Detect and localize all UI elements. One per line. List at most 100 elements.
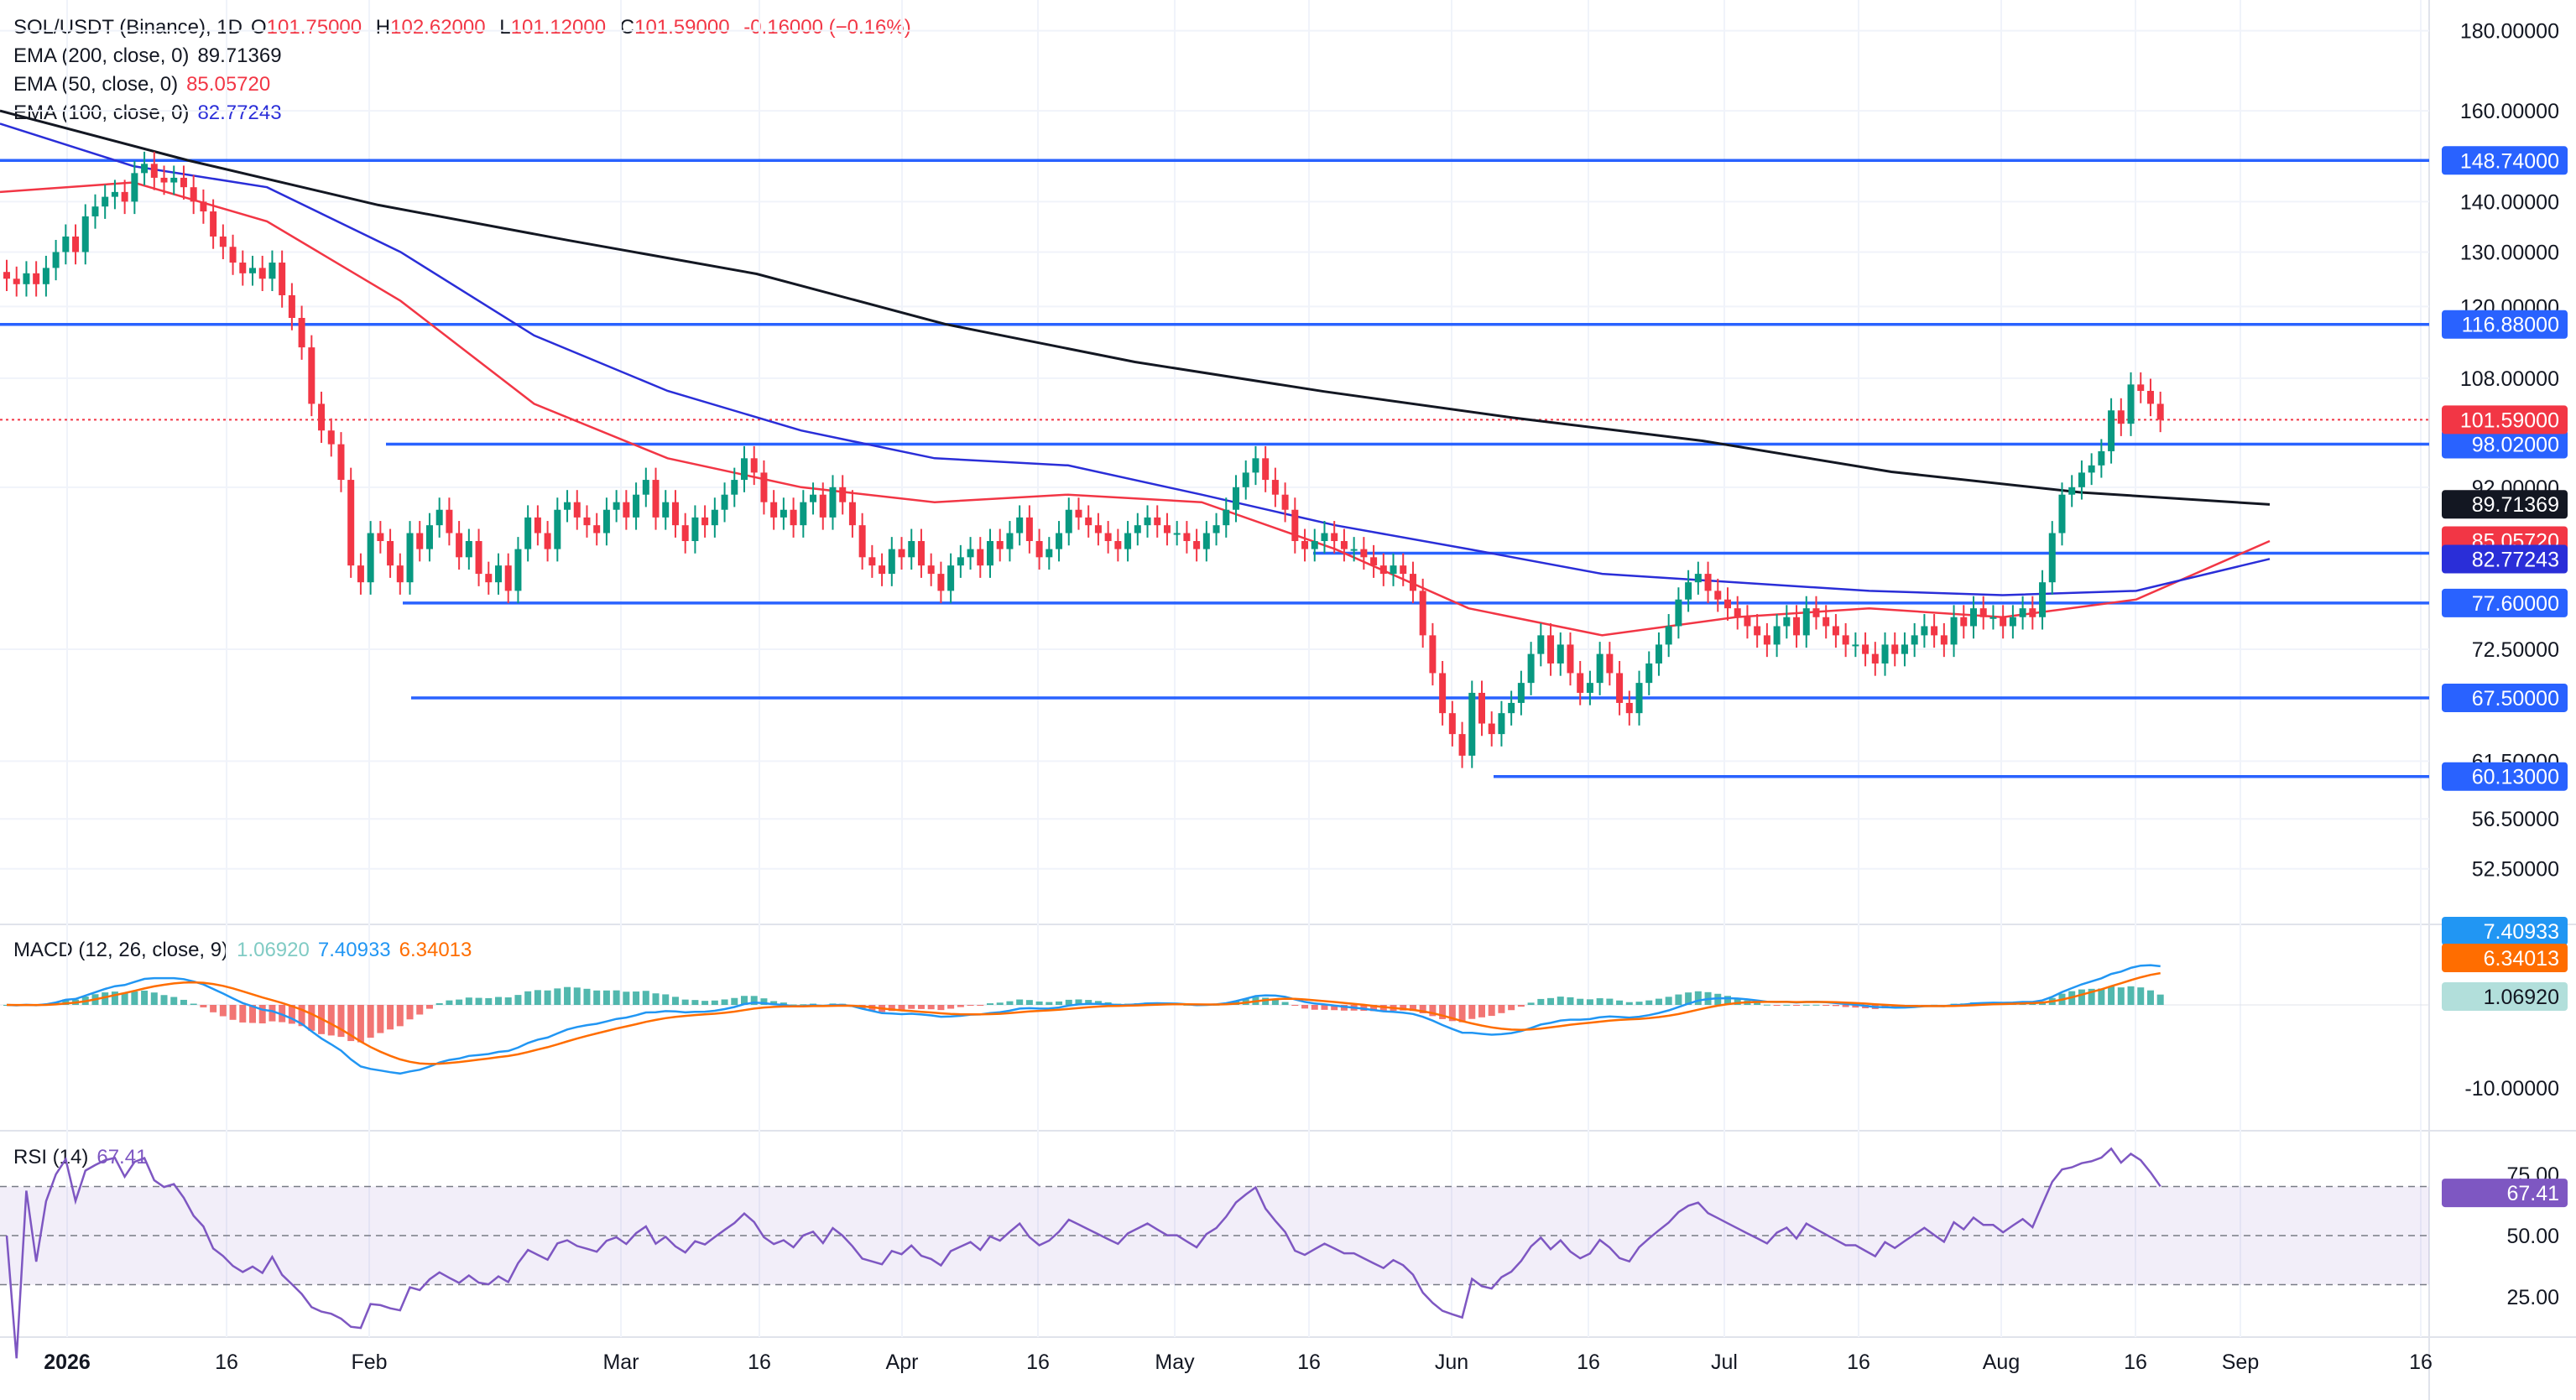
candle-body bbox=[1379, 565, 1387, 575]
candle-body bbox=[1390, 565, 1397, 575]
candle-body bbox=[1754, 626, 1761, 636]
high-number: 102.62000 bbox=[390, 16, 486, 39]
macd-histogram-bar bbox=[1321, 1005, 1328, 1010]
macd-histogram-bar bbox=[1645, 1000, 1653, 1005]
candle-body bbox=[416, 533, 424, 549]
macd-histogram-bar bbox=[681, 999, 689, 1005]
candle-body bbox=[1527, 653, 1535, 684]
ema-50-label: EMA (50, close, 0) bbox=[13, 73, 179, 96]
candle-body bbox=[1537, 635, 1545, 654]
candle-body bbox=[2029, 608, 2036, 617]
macd-histogram-bar bbox=[623, 991, 630, 1005]
macd-histogram-bar bbox=[1822, 1005, 1830, 1006]
time-tick-label: 2026 bbox=[44, 1351, 91, 1374]
candle-body bbox=[180, 177, 187, 188]
candle-body bbox=[1301, 541, 1309, 549]
time-tick-label: Jun bbox=[1435, 1351, 1468, 1374]
macd-histogram-bar bbox=[1842, 1005, 1849, 1007]
candle-body bbox=[2078, 472, 2085, 487]
macd-histogram-bar bbox=[1429, 1005, 1437, 1017]
candle-body bbox=[446, 509, 453, 533]
candle-body bbox=[671, 502, 679, 526]
candle-body bbox=[1271, 480, 1279, 495]
rsi-value-text: 67.41 bbox=[2506, 1182, 2559, 1205]
candle-body bbox=[1025, 517, 1033, 542]
time-tick-label: 16 bbox=[1297, 1351, 1321, 1374]
candle-body bbox=[623, 502, 630, 518]
candle-body bbox=[1498, 713, 1505, 735]
macd-value-tag bbox=[2442, 917, 2568, 945]
macd-histogram-bar bbox=[691, 1000, 699, 1005]
candle-body bbox=[1724, 599, 1731, 609]
candle-body bbox=[1891, 644, 1899, 654]
rsi-value-tag bbox=[2442, 1179, 2568, 1208]
ema-200-label: EMA (200, close, 0) bbox=[13, 44, 190, 67]
candle-body bbox=[1429, 635, 1437, 674]
candle-body bbox=[279, 263, 286, 295]
candle-body bbox=[13, 278, 20, 284]
candle-body bbox=[1202, 533, 1210, 549]
macd-histogram-bar bbox=[1508, 1005, 1515, 1011]
candle-body bbox=[131, 173, 138, 202]
time-tick-label: Aug bbox=[1983, 1351, 2020, 1374]
candle-body bbox=[1744, 617, 1751, 627]
candle-body bbox=[947, 565, 955, 591]
price-tick-label: 160.00000 bbox=[2460, 100, 2559, 123]
candle-body bbox=[1311, 541, 1318, 549]
candle-body bbox=[219, 236, 227, 247]
candle-body bbox=[868, 557, 876, 566]
candle-body bbox=[210, 211, 217, 237]
candle-body bbox=[957, 557, 964, 566]
candle-body bbox=[1675, 599, 1682, 627]
candle-body bbox=[829, 487, 837, 518]
macd-hist-value: 1.06920 bbox=[237, 939, 310, 961]
candle-body bbox=[1478, 692, 1485, 724]
ema-100-value: 82.77243 bbox=[197, 101, 282, 124]
candle-body bbox=[1842, 635, 1849, 645]
candle-body bbox=[1144, 517, 1151, 526]
candle-body bbox=[1704, 574, 1712, 591]
macd-histogram-bar bbox=[987, 1003, 993, 1005]
candle-body bbox=[1714, 591, 1722, 600]
candle-body bbox=[170, 177, 178, 183]
macd-histogram-bar bbox=[1409, 1005, 1416, 1012]
candle-body bbox=[701, 517, 709, 526]
macd-histogram-bar bbox=[633, 991, 640, 1005]
candle-body bbox=[475, 541, 482, 575]
candle-body bbox=[1488, 723, 1495, 735]
candle-body bbox=[258, 268, 266, 279]
macd-histogram-bar bbox=[1370, 1005, 1378, 1012]
candle-body bbox=[602, 509, 610, 533]
candle-body bbox=[1035, 541, 1043, 558]
candle-body bbox=[1065, 509, 1072, 533]
candle-body bbox=[633, 494, 640, 518]
candle-body bbox=[839, 487, 847, 502]
candle-body bbox=[583, 517, 591, 526]
macd-histogram-bar bbox=[2137, 987, 2145, 1005]
macd-histogram-bar bbox=[701, 1001, 709, 1005]
time-tick-label: 16 bbox=[748, 1351, 771, 1374]
macd-histogram-bar bbox=[1498, 1005, 1505, 1013]
ema-price-tag bbox=[2442, 544, 2568, 574]
macd-histogram-bar bbox=[249, 1005, 256, 1023]
candle-body bbox=[652, 480, 660, 518]
candle-body bbox=[495, 565, 502, 583]
candle-body bbox=[987, 541, 993, 566]
candle-body bbox=[1950, 617, 1958, 645]
candle-body bbox=[1911, 635, 1918, 645]
macd-histogram-bar bbox=[1056, 1001, 1063, 1005]
candle-body bbox=[1016, 517, 1024, 533]
macd-histogram-bar bbox=[229, 1005, 237, 1020]
candle-body bbox=[377, 533, 384, 542]
candle-body bbox=[770, 502, 778, 518]
macd-histogram-bar bbox=[1616, 1000, 1624, 1005]
macd-histogram-bar bbox=[750, 996, 758, 1005]
candle-body bbox=[200, 201, 207, 212]
candle-body bbox=[1557, 644, 1564, 664]
candle-body bbox=[731, 480, 738, 495]
level-price-tag bbox=[2442, 762, 2568, 791]
symbol-label: SOL/USDT (Binance), 1D bbox=[13, 16, 242, 39]
macd-histogram-bar bbox=[1793, 1005, 1801, 1006]
candle-body bbox=[160, 177, 168, 183]
